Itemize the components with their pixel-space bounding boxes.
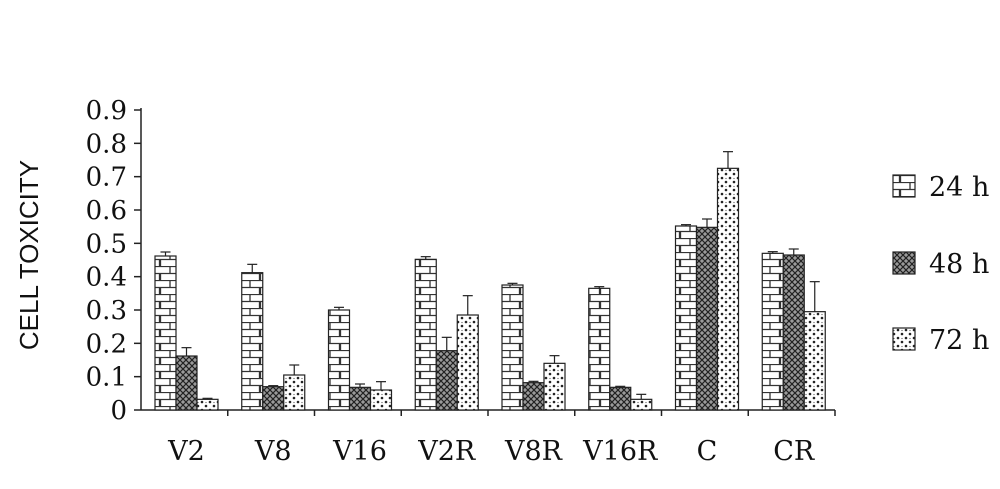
bar-72h-V16 [369,389,393,411]
y-tick-label: 0.7 [86,163,127,193]
category-label: C [697,436,718,467]
y-tick-label: 0.8 [86,129,127,159]
bar-48h-V2R [435,350,458,411]
bar-72h-CR [803,311,826,411]
legend-label: 72 h [929,325,989,356]
category-label: V8R [504,436,563,467]
bar-72h-V2 [196,398,219,411]
y-tick-label: 0.1 [86,363,127,393]
category-label: CR [773,436,815,467]
category-label: V16 [332,436,387,467]
bar-24h-V8 [241,272,264,411]
legend-swatch-48h [892,251,916,275]
category-label: V16R [582,436,658,467]
bar-72h-V8 [283,374,306,411]
bars [154,151,836,416]
bar-24h-V8R [501,284,524,411]
bar-24h-V2 [154,255,177,411]
y-tick-label: 0 [110,396,127,426]
legend-label: 24 h [929,172,989,203]
category-label: V2R [417,436,476,467]
category-label: V2 [167,436,205,467]
bar-72h-C [716,167,740,411]
y-tick-label: 0.9 [86,96,127,126]
y-tick-label: 0.2 [86,329,127,359]
y-axis-label: CELL TOXICITY [14,160,44,350]
legend-swatch-24h [892,174,916,198]
bar-72h-V2R [456,314,479,411]
bar-48h-V2 [175,355,198,411]
bar-24h-V2R [414,258,437,411]
bar-48h-V8R [522,382,545,411]
category-label: V8 [254,436,292,467]
y-tick-label: 0.5 [86,229,127,259]
legend-swatch-72h [892,327,916,351]
bar-48h-CR [782,254,805,411]
bar-24h-V16R [588,287,611,411]
y-ticks: 00.1 0.20.30.4 0.50.60.7 0.80.9 [86,96,141,426]
bar-72h-V8R [543,362,566,411]
bar-72h-V16R [630,398,653,411]
legend: 24 h 48 h 72 h [892,172,989,356]
y-tick-label: 0.4 [86,263,127,293]
bar-48h-V8 [262,386,285,411]
bar-48h-V16 [348,386,372,411]
bar-48h-C [695,226,719,411]
y-tick-label: 0.6 [86,196,127,226]
bar-24h-CR [761,252,784,411]
category-labels: V2 V8 V16 V2R V8R V16R C CR [167,436,815,467]
legend-label: 48 h [929,249,989,280]
bar-24h-C [674,225,698,411]
bar-48h-V16R [609,386,632,411]
bar-24h-V16 [327,309,351,411]
y-tick-label: 0.3 [86,296,127,326]
